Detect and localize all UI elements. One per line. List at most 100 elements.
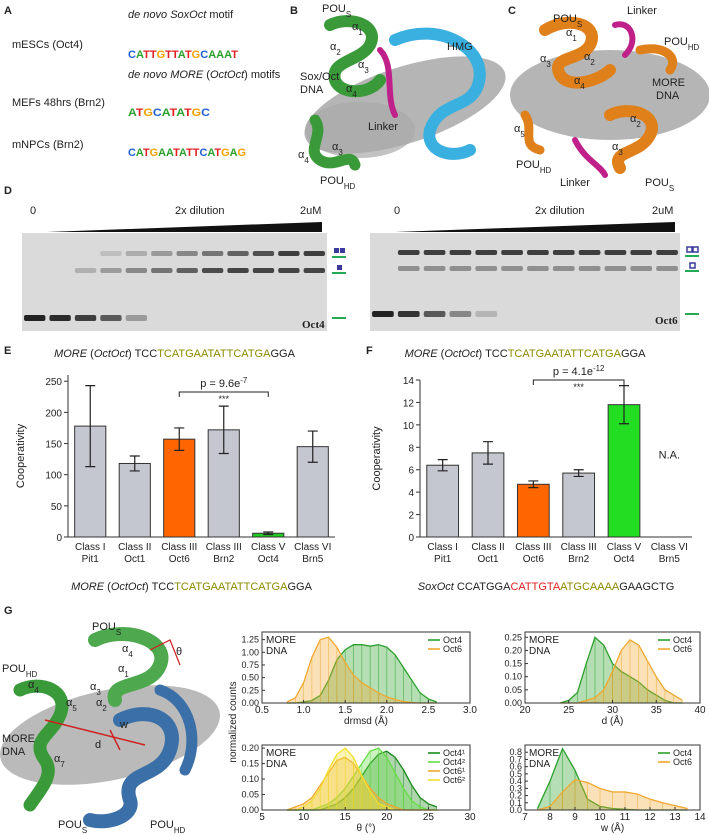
structure-label-text: Linker xyxy=(627,5,657,17)
gel-band xyxy=(176,251,198,256)
x-tick-label: 9 xyxy=(572,812,578,823)
x-tick-label: 14 xyxy=(694,812,706,823)
structure-label-text: α xyxy=(96,697,103,709)
structure-label: Linker xyxy=(627,5,657,17)
structure-label: α4 xyxy=(298,149,309,165)
structure-label: α2 xyxy=(330,41,341,57)
gel-band xyxy=(201,251,224,256)
x-tick-label: Oct1 xyxy=(477,554,499,565)
gel-band xyxy=(423,266,446,271)
structure-label: α5 xyxy=(514,123,525,139)
gel-band xyxy=(252,268,275,273)
gel-band xyxy=(125,268,148,273)
y-tick-label: 0.2 xyxy=(509,791,522,801)
complex-icon xyxy=(334,248,339,253)
panel-label: C xyxy=(508,5,516,17)
gel-band xyxy=(501,266,523,271)
x-tick-label: 2.5 xyxy=(421,705,435,716)
structure-label-sub: HD xyxy=(540,166,552,175)
legend-label: Oct4¹ xyxy=(443,748,465,758)
gel-band xyxy=(100,315,122,321)
gel-band xyxy=(656,250,678,255)
structure-label-text: w xyxy=(119,719,128,731)
x-tick-label: 12 xyxy=(644,812,656,823)
x-tick-label: 35 xyxy=(651,705,663,716)
structure-label-sub: 3 xyxy=(364,66,369,75)
bar xyxy=(426,464,460,538)
x-tick-label: 25 xyxy=(563,705,575,716)
logo-letter: T xyxy=(143,49,150,61)
structure-label: α3 xyxy=(358,59,369,75)
y-tick-label: 0.10 xyxy=(504,672,522,682)
x-tick-label: 15 xyxy=(340,812,352,823)
structure-label-sub: S xyxy=(577,20,582,29)
y-tick-label: 4 xyxy=(408,488,414,499)
gel-band xyxy=(578,266,601,271)
structure-label-sub: HD xyxy=(344,182,356,191)
x-axis-title: d (Å) xyxy=(602,714,624,727)
linker xyxy=(612,21,636,58)
structure-label-text: d xyxy=(95,739,101,751)
structure-label: POUS xyxy=(92,621,121,637)
y-tick-label: 0.15 xyxy=(504,659,522,669)
bar xyxy=(562,472,596,538)
distribution-line xyxy=(537,778,688,811)
error-bar xyxy=(85,384,96,468)
motif-heading-part: OctOct xyxy=(210,69,245,81)
dna-surface xyxy=(305,102,415,158)
y-tick-label: 14 xyxy=(403,376,415,387)
structure-label: α3 xyxy=(332,141,343,157)
structure-g xyxy=(0,627,220,829)
caption-part: ( xyxy=(104,581,111,593)
plot-annotation: MORE xyxy=(266,635,296,646)
x-tick-label: Class VI xyxy=(651,542,688,553)
x-tick-label: Class III xyxy=(561,542,597,553)
x-tick-label: Oct4 xyxy=(258,554,280,565)
plot-annotation: DNA xyxy=(529,646,550,657)
motif-heading-part: motif xyxy=(206,9,234,21)
logo-letter: T xyxy=(173,147,180,159)
error-bar xyxy=(129,455,140,472)
structure-label-text: α xyxy=(358,59,365,71)
x-tick-label: Brn2 xyxy=(213,554,235,565)
row-label: MEFs 48hrs (Brn2) xyxy=(12,97,105,109)
error-bar xyxy=(307,430,318,463)
structure-label-text: α xyxy=(352,21,359,33)
structure-label-text: α xyxy=(54,753,61,765)
gel-band xyxy=(501,250,523,255)
x-tick-label: 1.0 xyxy=(297,705,311,716)
y-tick-label: 0.20 xyxy=(241,743,259,753)
structure-label: α5 xyxy=(66,697,77,713)
logo-letter: C xyxy=(201,107,210,119)
protein-label: Oct6 xyxy=(655,315,678,327)
structure-label-text: POU xyxy=(322,3,346,15)
linker xyxy=(377,47,398,118)
structure-label-text: α xyxy=(332,141,339,153)
y-tick-label: 2 xyxy=(408,511,414,522)
x-tick-label: Pit1 xyxy=(82,554,100,565)
y-tick-label: 0.8 xyxy=(509,747,522,757)
structure-label: α2 xyxy=(96,697,107,713)
structure-label-text: Linker xyxy=(560,177,590,189)
gel-band xyxy=(475,250,498,255)
panel-label: F xyxy=(366,345,373,357)
row-label: mESCs (Oct4) xyxy=(12,39,83,51)
error-bar xyxy=(573,469,584,478)
caption-part: OctOct xyxy=(444,348,479,360)
structure-label-sub: 1 xyxy=(358,28,363,37)
x-tick-label: Oct6 xyxy=(169,554,191,565)
gel-band xyxy=(604,250,627,255)
plot-annotation: DNA xyxy=(266,759,287,770)
structure-label-sub: 2 xyxy=(336,48,340,57)
logo-letter: G xyxy=(221,147,229,159)
caption-part: SoxOct xyxy=(418,581,455,593)
structure-label-text: α xyxy=(540,53,547,65)
y-tick-label: 0.25 xyxy=(504,632,522,642)
caption: SoxOct CCATGGACATTGTAATGCAAAAGAAGCTG xyxy=(418,581,675,593)
caption-part: GAAGCTG xyxy=(619,581,674,593)
structure-label-sub: 3 xyxy=(338,148,343,157)
pou-hd-helix xyxy=(308,114,361,171)
p-value: p = 9.6e-7 xyxy=(200,376,247,391)
structure-label-text: DNA xyxy=(300,84,324,96)
